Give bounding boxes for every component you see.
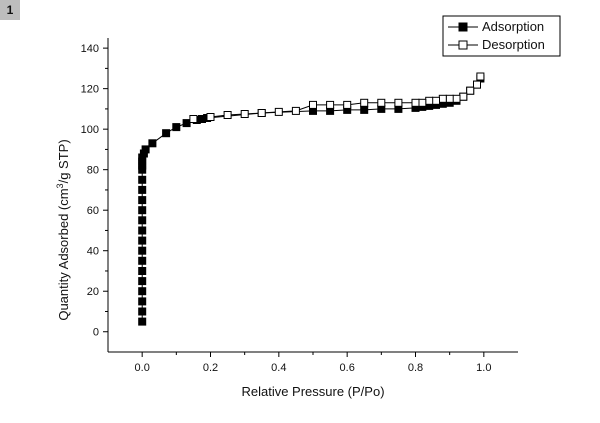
- data-point-adsorption: [138, 256, 147, 265]
- data-point-desorption: [291, 106, 300, 115]
- data-point-adsorption: [138, 246, 147, 255]
- data-point-adsorption: [360, 105, 369, 114]
- data-point-adsorption: [172, 123, 181, 132]
- x-tick-label: 0.8: [408, 362, 423, 374]
- legend-marker-adsorption: [458, 22, 468, 32]
- y-tick-label: 120: [81, 84, 99, 96]
- data-point-adsorption: [138, 307, 147, 316]
- y-tick-label: 80: [87, 165, 99, 177]
- data-point-desorption: [257, 109, 266, 117]
- data-point-adsorption: [138, 277, 147, 286]
- x-tick-label: 0.4: [271, 362, 286, 374]
- y-tick-label: 60: [87, 205, 99, 217]
- legend: Adsorption Desorption: [442, 15, 561, 57]
- data-point-adsorption: [138, 216, 147, 225]
- legend-label-adsorption: Adsorption: [482, 19, 544, 34]
- data-point-desorption: [394, 98, 403, 107]
- x-tick-label: 0.2: [203, 362, 218, 374]
- data-point-adsorption: [141, 145, 150, 154]
- y-tick-label: 0: [93, 327, 99, 339]
- data-point-desorption: [274, 107, 283, 116]
- series-points: [138, 72, 485, 326]
- data-point-desorption: [309, 100, 317, 109]
- data-point-desorption: [343, 100, 352, 109]
- data-point-desorption: [459, 92, 468, 101]
- data-point-desorption: [240, 110, 249, 118]
- data-point-adsorption: [182, 119, 191, 128]
- data-point-adsorption: [138, 185, 147, 194]
- series-line-adsorption: [141, 78, 481, 322]
- data-point-desorption: [445, 94, 454, 103]
- data-point-adsorption: [138, 196, 147, 205]
- data-point-adsorption: [148, 139, 157, 148]
- data-point-desorption: [360, 98, 369, 107]
- data-point-desorption: [326, 100, 335, 109]
- y-tick-label: 20: [87, 286, 99, 298]
- data-point-desorption: [425, 96, 434, 105]
- data-point-adsorption: [138, 287, 147, 296]
- data-point-adsorption: [138, 206, 147, 215]
- data-point-adsorption: [138, 317, 147, 326]
- y-tick-label: 140: [81, 43, 99, 55]
- legend-marker-desorption: [458, 40, 468, 50]
- legend-label-desorption: Desorption: [482, 37, 545, 52]
- y-tick-label: 40: [87, 246, 99, 258]
- data-point-desorption: [418, 98, 427, 107]
- data-point-desorption: [377, 98, 386, 107]
- data-point-desorption: [411, 98, 420, 107]
- x-tick-label: 0.6: [340, 362, 355, 374]
- x-tick-label: 1.0: [476, 362, 491, 374]
- data-point-adsorption: [138, 226, 147, 235]
- data-point-desorption: [466, 86, 475, 95]
- x-ticks: 0.0 0.2 0.4 0.6 0.8 1.0: [135, 352, 491, 374]
- y-axis-title: Quantity Adsorbed (cm3/g STP): [55, 139, 71, 320]
- x-tick-label: 0.0: [135, 362, 150, 374]
- axes: [107, 38, 518, 353]
- data-point-adsorption: [138, 175, 147, 184]
- y-tick-label: 100: [81, 124, 99, 136]
- data-point-desorption: [476, 72, 485, 81]
- y-axis-title-part-2: /g STP): [56, 139, 71, 183]
- data-point-desorption: [473, 80, 481, 89]
- data-point-adsorption: [138, 236, 147, 245]
- data-point-desorption: [206, 113, 215, 121]
- y-axis-title-part-1: Quantity Adsorbed (cm: [56, 188, 71, 320]
- data-point-desorption: [189, 115, 198, 123]
- x-axis-title: Relative Pressure (P/Po): [241, 384, 384, 399]
- panel-label: 1: [0, 0, 20, 20]
- data-point-adsorption: [138, 297, 147, 306]
- data-point-desorption: [438, 94, 447, 103]
- data-point-desorption: [432, 96, 440, 105]
- y-ticks: 0 20 40 60 80 100 120 140: [81, 43, 108, 339]
- y-axis-title-superscript: 3: [55, 183, 65, 188]
- data-point-adsorption: [162, 129, 171, 138]
- data-point-desorption: [452, 94, 461, 103]
- data-point-adsorption: [138, 267, 147, 275]
- data-point-desorption: [223, 111, 232, 119]
